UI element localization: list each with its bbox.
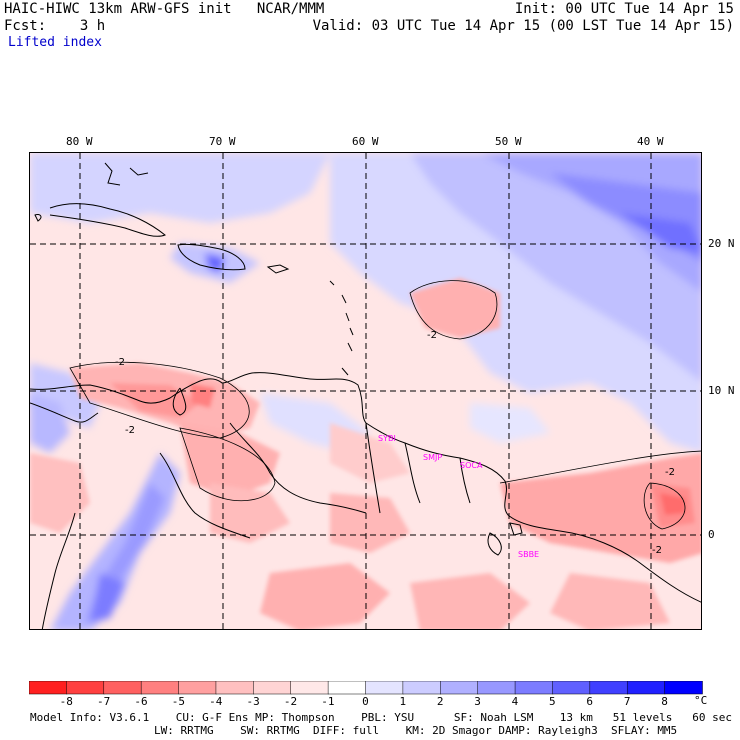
colorbar-tick-label: -5 [171,695,185,708]
map-canvas: -2 -2 -2 -2 -2 SYBI SMJP SOCA SBBE [30,153,701,629]
colorbar-tick-label: -6 [134,695,148,708]
lon-label: 50 W [495,135,522,148]
field-name: Lifted index [8,35,102,50]
colorbar-swatch [589,681,628,695]
colorbar-swatch [29,681,68,695]
lon-label: 80 W [66,135,93,148]
colorbar-swatch [253,681,292,695]
colorbar-swatch [327,681,367,695]
colorbar-tick-label: 8 [661,695,668,708]
station-label: SMJP [423,453,442,462]
colorbar-tick-label: 2 [436,695,444,708]
colorbar-swatch [66,681,105,695]
colorbar-tick-label: 3 [474,695,481,708]
colorbar-swatch [215,681,255,695]
colorbar-swatch [514,681,554,695]
colorbar-tick-label: -2 [283,695,298,708]
contour-label: -2 [125,425,135,436]
colorbar-swatch [140,681,180,695]
colorbar-swatch [626,681,666,695]
forecast-hour: Fcst: 3 h [4,18,106,34]
contour-label: -2 [665,467,675,478]
colorbar-swatch [477,681,516,695]
andes-region [30,393,180,629]
lat-label: 0 [708,528,715,541]
init-time: Init: 00 UTC Tue 14 Apr 15 [514,1,734,17]
station-label: SOCA [460,461,483,470]
colorbar-tick-label: -3 [246,695,260,708]
colorbar-swatch [290,681,329,695]
model-info-line1: Model Info: V3.6.1 CU: G-F Ens MP: Thomp… [30,711,732,724]
colorbar-swatch [664,681,703,695]
colorbar-swatch [103,681,142,695]
graticule [30,153,701,629]
positive-li-region [30,153,701,453]
colorbar-swatch [402,681,442,695]
colorbar-swatch [365,681,404,695]
colorbar-tick-label: 0 [362,695,369,708]
station-label: SBBE [518,550,539,559]
lat-label: 10 N [708,384,735,397]
colorbar-unit: °C [694,694,708,707]
model-info-line2: LW: RRTMG SW: RRTMG DIFF: full KM: 2D Sm… [154,724,678,737]
colorbar-tick-label: 1 [399,695,407,708]
colorbar [29,681,703,695]
lat-label: 20 N [708,237,735,250]
colorbar-tick-label: -8 [59,695,73,708]
lon-label: 40 W [637,135,664,148]
contour-label: -2 [427,330,437,341]
station-label: SYBI [378,434,396,443]
model-title: HAIC-HIWC 13km ARW-GFS init NCAR/MMM [4,1,325,17]
contour-label: -2 [652,545,662,556]
colorbar-tick-label: 6 [586,695,594,708]
lon-label: 60 W [352,135,379,148]
colorbar-tick-label: 7 [623,695,631,708]
colorbar-swatch [440,681,479,695]
colorbar-swatch [178,681,217,695]
colorbar-tick-label: 5 [549,695,556,708]
colorbar-tick-label: 4 [511,695,519,708]
valid-time: Valid: 03 UTC Tue 14 Apr 15 (00 LST Tue … [312,18,734,34]
colorbar-tick-label: -7 [96,695,111,708]
lifted-index-map: -2 -2 -2 -2 -2 SYBI SMJP SOCA SBBE [29,152,702,630]
colorbar-swatch [552,681,591,695]
contours [69,280,701,530]
colorbar-tick-label: -4 [209,695,223,708]
colorbar-tick-label: -1 [321,695,335,708]
contour-label: -2 [115,357,125,368]
coastlines [30,162,701,629]
lon-label: 70 W [209,135,236,148]
